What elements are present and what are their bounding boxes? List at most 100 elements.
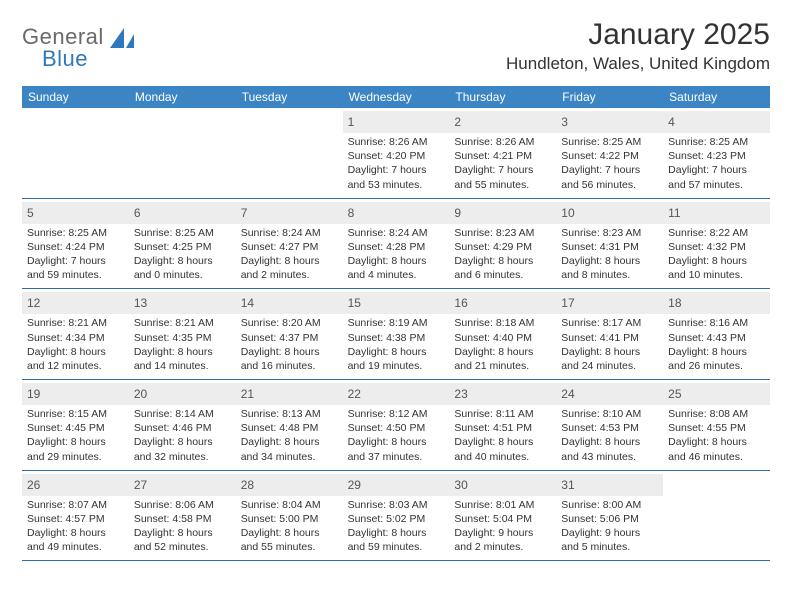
sunset-line: Sunset: 4:25 PM [134,240,231,254]
daylight-line: Daylight: 8 hours and 37 minutes. [348,435,445,463]
sunrise-line: Sunrise: 8:14 AM [134,407,231,421]
calendar-day-cell: 3Sunrise: 8:25 AMSunset: 4:22 PMDaylight… [556,108,663,198]
sunrise-line: Sunrise: 8:21 AM [27,316,124,330]
daylight-line: Daylight: 9 hours and 5 minutes. [561,526,658,554]
sunrise-line: Sunrise: 8:03 AM [348,498,445,512]
daylight-line: Daylight: 8 hours and 8 minutes. [561,254,658,282]
day-number: 8 [348,206,355,220]
sunrise-line: Sunrise: 8:15 AM [27,407,124,421]
day-number-row: 25 [663,383,770,405]
calendar-week-row: 5Sunrise: 8:25 AMSunset: 4:24 PMDaylight… [22,199,770,290]
header-bar: General Blue January 2025 Hundleton, Wal… [22,18,770,74]
day-number: 5 [27,206,34,220]
calendar-empty-cell [236,108,343,198]
daylight-line: Daylight: 8 hours and 14 minutes. [134,345,231,373]
day-number-row: 2 [449,111,556,133]
calendar-day-cell: 5Sunrise: 8:25 AMSunset: 4:24 PMDaylight… [22,199,129,289]
calendar-day-cell: 15Sunrise: 8:19 AMSunset: 4:38 PMDayligh… [343,289,450,379]
day-number-row: 1 [343,111,450,133]
day-number-row: 18 [663,292,770,314]
day-number: 16 [454,296,467,310]
sunrise-line: Sunrise: 8:04 AM [241,498,338,512]
day-number: 25 [668,387,681,401]
sunset-line: Sunset: 4:40 PM [454,331,551,345]
sunrise-line: Sunrise: 8:26 AM [454,135,551,149]
calendar-day-cell: 27Sunrise: 8:06 AMSunset: 4:58 PMDayligh… [129,471,236,561]
calendar-empty-cell [663,471,770,561]
weekday-header: Monday [129,86,236,108]
weekday-header: Friday [556,86,663,108]
sunset-line: Sunset: 4:32 PM [668,240,765,254]
day-number: 15 [348,296,361,310]
sunrise-line: Sunrise: 8:01 AM [454,498,551,512]
daylight-line: Daylight: 8 hours and 21 minutes. [454,345,551,373]
sunset-line: Sunset: 4:31 PM [561,240,658,254]
day-number: 21 [241,387,254,401]
day-number-row: 21 [236,383,343,405]
calendar-day-cell: 13Sunrise: 8:21 AMSunset: 4:35 PMDayligh… [129,289,236,379]
day-number: 9 [454,206,461,220]
sunrise-line: Sunrise: 8:23 AM [454,226,551,240]
daylight-line: Daylight: 8 hours and 26 minutes. [668,345,765,373]
day-number-row: 14 [236,292,343,314]
daylight-line: Daylight: 8 hours and 16 minutes. [241,345,338,373]
calendar-day-cell: 30Sunrise: 8:01 AMSunset: 5:04 PMDayligh… [449,471,556,561]
calendar-empty-cell [129,108,236,198]
sunrise-line: Sunrise: 8:00 AM [561,498,658,512]
calendar: Sunday Monday Tuesday Wednesday Thursday… [22,86,770,561]
sunrise-line: Sunrise: 8:25 AM [134,226,231,240]
day-number-row: 20 [129,383,236,405]
sunset-line: Sunset: 5:06 PM [561,512,658,526]
sunset-line: Sunset: 5:04 PM [454,512,551,526]
weekday-header-row: Sunday Monday Tuesday Wednesday Thursday… [22,86,770,108]
day-number-row: 23 [449,383,556,405]
sunrise-line: Sunrise: 8:24 AM [348,226,445,240]
calendar-empty-cell [22,108,129,198]
daylight-line: Daylight: 8 hours and 0 minutes. [134,254,231,282]
calendar-body: 1Sunrise: 8:26 AMSunset: 4:20 PMDaylight… [22,108,770,561]
daylight-line: Daylight: 8 hours and 6 minutes. [454,254,551,282]
sunrise-line: Sunrise: 8:21 AM [134,316,231,330]
sunset-line: Sunset: 4:22 PM [561,149,658,163]
daylight-line: Daylight: 8 hours and 49 minutes. [27,526,124,554]
calendar-day-cell: 2Sunrise: 8:26 AMSunset: 4:21 PMDaylight… [449,108,556,198]
sunset-line: Sunset: 4:23 PM [668,149,765,163]
sunset-line: Sunset: 4:24 PM [27,240,124,254]
sunrise-line: Sunrise: 8:11 AM [454,407,551,421]
calendar-day-cell: 29Sunrise: 8:03 AMSunset: 5:02 PMDayligh… [343,471,450,561]
location-text: Hundleton, Wales, United Kingdom [506,54,770,74]
day-number: 1 [348,115,355,129]
sunset-line: Sunset: 4:50 PM [348,421,445,435]
day-number: 3 [561,115,568,129]
weekday-header: Tuesday [236,86,343,108]
sunset-line: Sunset: 4:38 PM [348,331,445,345]
calendar-day-cell: 6 Sunrise: 8:25 AMSunset: 4:25 PMDaylight… [129,199,236,289]
sunset-line: Sunset: 4:21 PM [454,149,551,163]
calendar-day-cell: 19Sunrise: 8:15 AMSunset: 4:45 PMDayligh… [22,380,129,470]
sunset-line: Sunset: 5:00 PM [241,512,338,526]
sunrise-line: Sunrise: 8:19 AM [348,316,445,330]
sunrise-line: Sunrise: 8:26 AM [348,135,445,149]
sunrise-line: Sunrise: 8:25 AM [27,226,124,240]
daylight-line: Daylight: 8 hours and 29 minutes. [27,435,124,463]
weekday-header: Wednesday [343,86,450,108]
day-number-row: 3 [556,111,663,133]
calendar-day-cell: 1Sunrise: 8:26 AMSunset: 4:20 PMDaylight… [343,108,450,198]
sunrise-line: Sunrise: 8:07 AM [27,498,124,512]
day-number: 24 [561,387,574,401]
daylight-line: Daylight: 8 hours and 10 minutes. [668,254,765,282]
day-number-row: 6 [129,202,236,224]
daylight-line: Daylight: 8 hours and 34 minutes. [241,435,338,463]
sunset-line: Sunset: 4:51 PM [454,421,551,435]
daylight-line: Daylight: 8 hours and 2 minutes. [241,254,338,282]
sunrise-line: Sunrise: 8:22 AM [668,226,765,240]
day-number: 31 [561,478,574,492]
day-number: 26 [27,478,40,492]
calendar-day-cell: 7Sunrise: 8:24 AMSunset: 4:27 PMDaylight… [236,199,343,289]
day-number-row: 27 [129,474,236,496]
day-number-row: 11 [663,202,770,224]
day-number: 29 [348,478,361,492]
sunset-line: Sunset: 4:41 PM [561,331,658,345]
sunset-line: Sunset: 4:57 PM [27,512,124,526]
daylight-line: Daylight: 7 hours and 53 minutes. [348,163,445,191]
